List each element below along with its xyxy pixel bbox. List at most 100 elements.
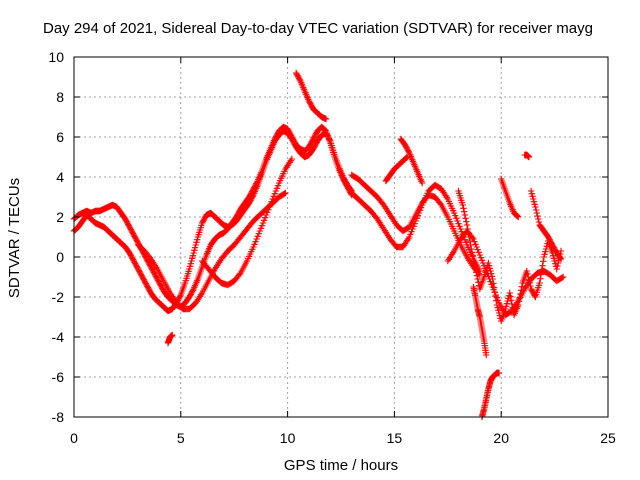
data-point: [470, 255, 477, 263]
x-tick-label: 20: [493, 430, 509, 446]
y-tick-label: -4: [52, 329, 65, 345]
data-point: [517, 287, 525, 294]
series-track-m: [527, 187, 565, 263]
data-point: [535, 215, 542, 223]
data-point: [462, 215, 469, 222]
data-point: [518, 283, 526, 290]
data-point: [493, 297, 500, 304]
data-point: [464, 225, 471, 233]
data-point: [538, 266, 545, 274]
data-point: [495, 369, 503, 377]
data-point: [459, 201, 466, 209]
series-track-b: [70, 123, 355, 311]
data-point: [476, 267, 484, 275]
series-track-l: [498, 175, 522, 221]
series-track-i: [397, 135, 426, 187]
series-track-p: [164, 331, 176, 347]
series-track-h: [382, 153, 411, 185]
y-tick-label: 2: [56, 209, 64, 225]
data-point: [554, 259, 562, 267]
data-point: [525, 153, 533, 161]
y-tick-label: 10: [48, 49, 64, 65]
data-point: [527, 282, 534, 290]
data-point: [296, 76, 303, 83]
series-track-f: [348, 171, 484, 279]
data-point: [281, 190, 288, 197]
data-point: [468, 249, 476, 256]
x-tick-label: 25: [600, 430, 616, 446]
data-point: [460, 208, 468, 215]
y-tick-label: 4: [56, 169, 64, 185]
data-point: [508, 300, 516, 308]
x-tick-label: 5: [177, 430, 185, 446]
data-point: [514, 213, 521, 220]
y-tick-label: 8: [56, 89, 64, 105]
data-point: [253, 179, 261, 186]
y-tick-labels: -8 -6 -4 -2 0 2 4 6 8 10: [48, 49, 64, 425]
data-point: [509, 304, 516, 311]
data-point: [525, 276, 533, 284]
series-track-o: [478, 369, 503, 421]
plot-frame: [73, 56, 609, 418]
data-point: [470, 259, 478, 266]
x-axis-label: GPS time / hours: [284, 457, 398, 474]
data-point: [466, 237, 474, 245]
data-point: [534, 212, 541, 220]
data-point: [532, 206, 540, 214]
data-point: [282, 189, 289, 197]
series-track-c: [134, 189, 289, 313]
series-track-e: [292, 69, 330, 123]
data-point: [483, 351, 490, 359]
data-point: [531, 292, 538, 299]
data-point: [523, 267, 531, 275]
data-point: [418, 179, 426, 187]
data-point: [507, 293, 514, 300]
data-point: [533, 209, 540, 217]
data-point: [526, 279, 533, 287]
data-point: [461, 211, 469, 219]
data-point: [288, 155, 296, 163]
data-point: [524, 270, 531, 278]
data-point: [321, 126, 328, 133]
data-point: [515, 301, 522, 309]
x-tick-label: 15: [387, 430, 403, 446]
data-point: [189, 287, 197, 294]
data-point: [402, 155, 409, 162]
data-point: [553, 265, 560, 273]
y-tick-label: -6: [52, 369, 65, 385]
data-point: [467, 241, 474, 249]
data-point: [525, 273, 532, 281]
data-point: [515, 298, 523, 305]
series-track-k: [455, 187, 565, 325]
data-point: [554, 262, 561, 270]
data-point: [535, 218, 543, 226]
data-point: [460, 205, 467, 212]
data-point: [469, 252, 476, 259]
gridlines: [74, 57, 608, 417]
y-tick-label: -2: [52, 289, 65, 305]
x-tick-labels: 0 5 10 15 20 25: [70, 430, 616, 446]
data-point: [536, 279, 543, 287]
data-point: [537, 271, 545, 278]
data-point: [557, 247, 565, 255]
data-point: [489, 275, 496, 283]
data-point: [322, 115, 330, 123]
x-tick-label: 10: [280, 430, 296, 446]
data-point: [471, 262, 479, 269]
data-point: [472, 265, 479, 273]
data-point: [516, 294, 523, 301]
data-point: [517, 290, 524, 298]
y-axis-label: SDTVAR / TECUs: [6, 178, 23, 298]
data-point: [558, 274, 566, 281]
data-point: [539, 262, 546, 269]
data-point: [559, 273, 567, 281]
data-point: [557, 255, 565, 263]
axis-ticks: [73, 56, 609, 418]
x-tick-label: 0: [70, 430, 78, 446]
data-point: [169, 331, 176, 339]
data-point: [463, 221, 471, 229]
data-point: [540, 258, 547, 265]
data-point: [469, 234, 476, 241]
data-points: [70, 69, 567, 421]
data-point: [507, 297, 515, 304]
